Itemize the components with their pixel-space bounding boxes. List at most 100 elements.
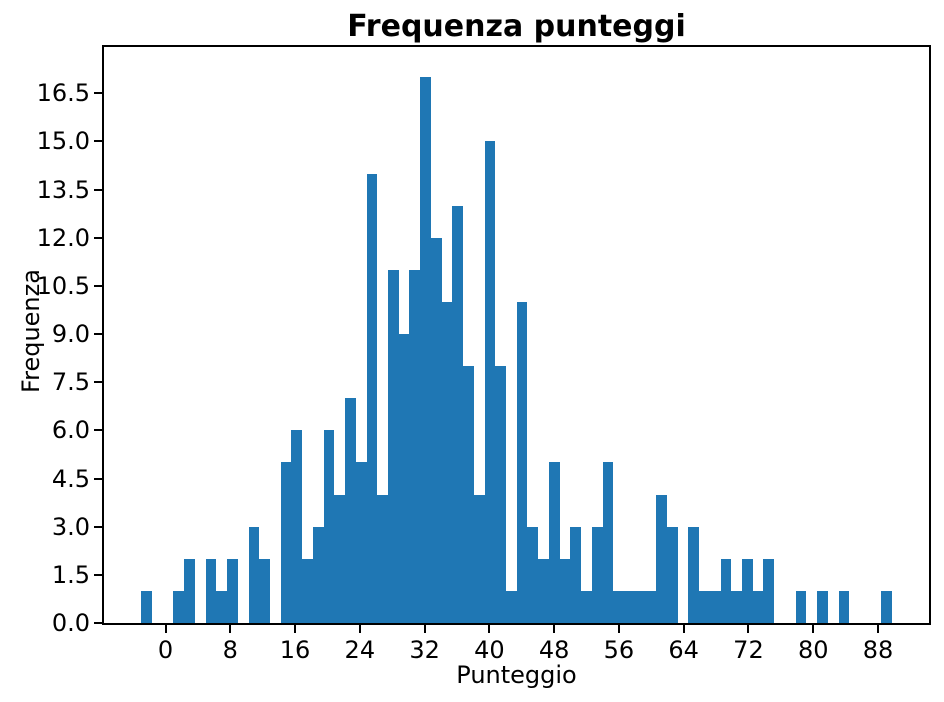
histogram-bar: [752, 590, 764, 623]
histogram-bar: [441, 301, 453, 623]
histogram-bar: [291, 430, 303, 623]
histogram-bar: [602, 462, 614, 623]
x-tick-label: 32: [409, 636, 440, 664]
y-tick-mark: [94, 429, 102, 432]
y-tick-mark: [94, 284, 102, 287]
histogram-bar: [463, 366, 474, 623]
histogram-bar: [731, 590, 742, 623]
y-tick-label: 0.0: [51, 609, 90, 637]
histogram-bar: [430, 237, 442, 623]
histogram-bar: [881, 590, 893, 623]
x-tick-mark: [617, 625, 620, 633]
histogram-bar: [473, 494, 485, 623]
x-tick-label: 72: [733, 636, 764, 664]
histogram-bar: [591, 526, 603, 623]
histogram-bar: [484, 141, 496, 623]
histogram-bar: [741, 558, 753, 623]
histogram-bar: [613, 590, 624, 623]
x-tick-mark: [876, 625, 879, 633]
x-tick-label: 80: [797, 636, 829, 664]
x-tick-mark: [553, 625, 556, 633]
histogram-bar: [366, 173, 378, 623]
histogram-bar: [173, 590, 185, 623]
y-tick-mark: [94, 573, 102, 576]
y-tick-label: 13.5: [36, 175, 90, 204]
histogram-bar: [184, 558, 195, 623]
x-tick-label: 88: [862, 636, 894, 664]
histogram-bar: [527, 526, 539, 623]
histogram-bar: [387, 269, 399, 623]
y-tick-label: 16.5: [36, 79, 90, 108]
histogram-bar: [645, 590, 657, 623]
histogram-bar: [581, 590, 592, 623]
histogram-bar: [227, 558, 238, 623]
histogram-bar: [345, 398, 356, 623]
histogram-bar: [312, 526, 324, 623]
histogram-bar: [559, 558, 571, 623]
histogram-bar: [355, 462, 367, 623]
x-tick-mark: [812, 625, 815, 633]
x-tick-mark: [164, 625, 167, 633]
y-tick-mark: [94, 333, 102, 336]
y-tick-label: 9.0: [51, 320, 90, 349]
x-tick-label: 8: [222, 636, 238, 664]
y-tick-label: 7.5: [51, 368, 90, 397]
histogram-bar: [280, 462, 292, 623]
histogram-bar: [688, 526, 700, 623]
x-tick-label: 56: [603, 636, 635, 664]
y-tick-label: 1.5: [51, 560, 90, 589]
histogram-bar: [795, 590, 807, 623]
y-tick-mark: [94, 525, 102, 528]
x-axis-label: Punteggio: [456, 661, 577, 689]
x-tick-mark: [488, 625, 491, 633]
y-tick-label: 6.0: [51, 416, 90, 445]
histogram-bar: [216, 590, 228, 623]
chart-title: Frequenza punteggi: [347, 9, 686, 44]
y-tick-mark: [94, 381, 102, 384]
x-tick-label: 24: [344, 636, 376, 664]
histogram-bar: [548, 462, 560, 623]
histogram-bar: [323, 430, 335, 623]
x-tick-label: 64: [668, 636, 699, 664]
histogram-bar: [420, 77, 431, 623]
histogram-bar: [720, 558, 732, 623]
y-tick-label: 3.0: [51, 512, 90, 541]
histogram-bar: [538, 558, 549, 623]
histogram-bar: [838, 590, 850, 623]
histogram-bar: [516, 301, 528, 623]
x-tick-label: 16: [279, 636, 311, 664]
histogram-bar: [398, 334, 410, 623]
histogram-bar: [505, 590, 517, 623]
histogram-bar: [248, 526, 260, 623]
x-tick-label: 40: [474, 636, 505, 664]
histogram-bar: [205, 558, 217, 623]
histogram-bar: [409, 269, 421, 623]
histogram-bar: [141, 590, 152, 623]
x-tick-mark: [229, 625, 232, 633]
histogram-bar: [699, 590, 710, 623]
histogram-bar: [623, 590, 635, 623]
x-tick-mark: [682, 625, 685, 633]
histogram-bar: [666, 526, 678, 623]
y-tick-label: 15.0: [36, 127, 90, 156]
x-tick-label: 0: [157, 636, 174, 664]
histogram-bar: [452, 205, 464, 623]
histogram-bar: [570, 526, 582, 623]
y-tick-label: 12.0: [36, 223, 90, 252]
y-tick-label: 10.5: [36, 271, 90, 300]
x-tick-mark: [747, 625, 750, 633]
histogram-bar: [259, 558, 270, 623]
y-tick-mark: [94, 622, 102, 624]
y-tick-mark: [94, 140, 102, 143]
y-tick-mark: [94, 92, 102, 95]
histogram-bar: [763, 558, 775, 623]
y-tick-label: 4.5: [51, 464, 90, 493]
histogram-bar: [656, 494, 667, 623]
x-tick-label: 48: [538, 636, 570, 664]
x-tick-mark: [423, 625, 426, 633]
histogram-bar: [377, 494, 388, 623]
x-tick-mark: [294, 625, 297, 633]
plot-area: [104, 47, 929, 623]
y-tick-mark: [94, 236, 102, 239]
